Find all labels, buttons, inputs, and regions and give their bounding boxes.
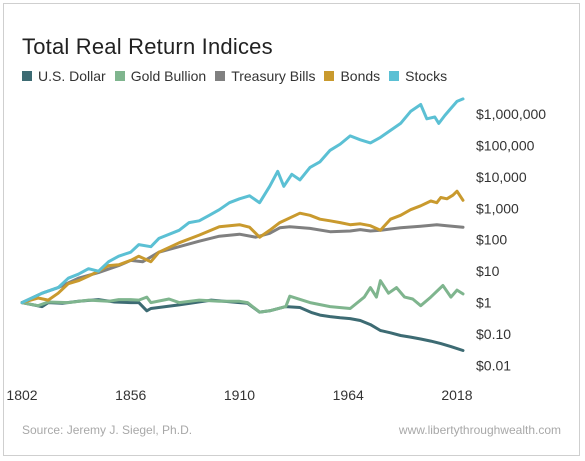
legend-label: Stocks	[405, 68, 448, 84]
y-tick-label: $10	[476, 263, 500, 279]
y-tick-label: $0.10	[476, 326, 511, 342]
x-tick-label: 2018	[441, 387, 472, 403]
legend-swatch	[389, 71, 400, 81]
legend-label: Gold Bullion	[130, 68, 207, 84]
legend-swatch	[215, 71, 226, 81]
chart-title: Total Real Return Indices	[22, 34, 273, 59]
legend-item-treasury-bills: Treasury Bills	[215, 68, 315, 84]
legend-item-stocks: Stocks	[389, 68, 447, 84]
legend-item-gold-bullion: Gold Bullion	[114, 68, 207, 84]
website-note: www.libertythroughwealth.com	[398, 423, 561, 437]
series-line-treasury-bills	[20, 223, 465, 305]
legend-label: Treasury Bills	[231, 68, 316, 84]
series-line-gold-bullion	[20, 279, 465, 314]
y-tick-label: $100	[476, 232, 507, 248]
legend-label: U.S. Dollar	[38, 68, 106, 84]
y-tick-label: $1,000,000	[476, 106, 546, 122]
legend-swatch	[114, 71, 125, 81]
x-tick-label: 1910	[224, 387, 255, 403]
x-tick-label: 1964	[333, 387, 364, 403]
y-tick-label: $10,000	[476, 169, 527, 185]
y-tick-label: $1	[476, 295, 492, 311]
chart-frame	[3, 3, 580, 456]
y-tick-label: $100,000	[476, 137, 535, 153]
series-line-u-s-dollar	[20, 298, 465, 352]
legend-swatch	[22, 71, 32, 81]
x-tick-label: 1856	[115, 387, 146, 403]
series-line-bonds	[20, 189, 465, 305]
source-note: Source: Jeremy J. Siegel, Ph.D.	[22, 423, 193, 437]
y-tick-label: $0.01	[476, 358, 511, 374]
series-line-stocks	[20, 97, 465, 305]
legend-item-bonds: Bonds	[324, 68, 380, 84]
y-tick-label: $1,000	[476, 200, 519, 216]
legend-item-us-dollar: U.S. Dollar	[22, 68, 106, 84]
chart-legend: U.S. Dollar Gold Bullion Treasury Bills …	[22, 68, 456, 84]
legend-swatch	[324, 71, 335, 81]
x-tick-label: 1802	[6, 387, 37, 403]
legend-label: Bonds	[340, 68, 381, 84]
